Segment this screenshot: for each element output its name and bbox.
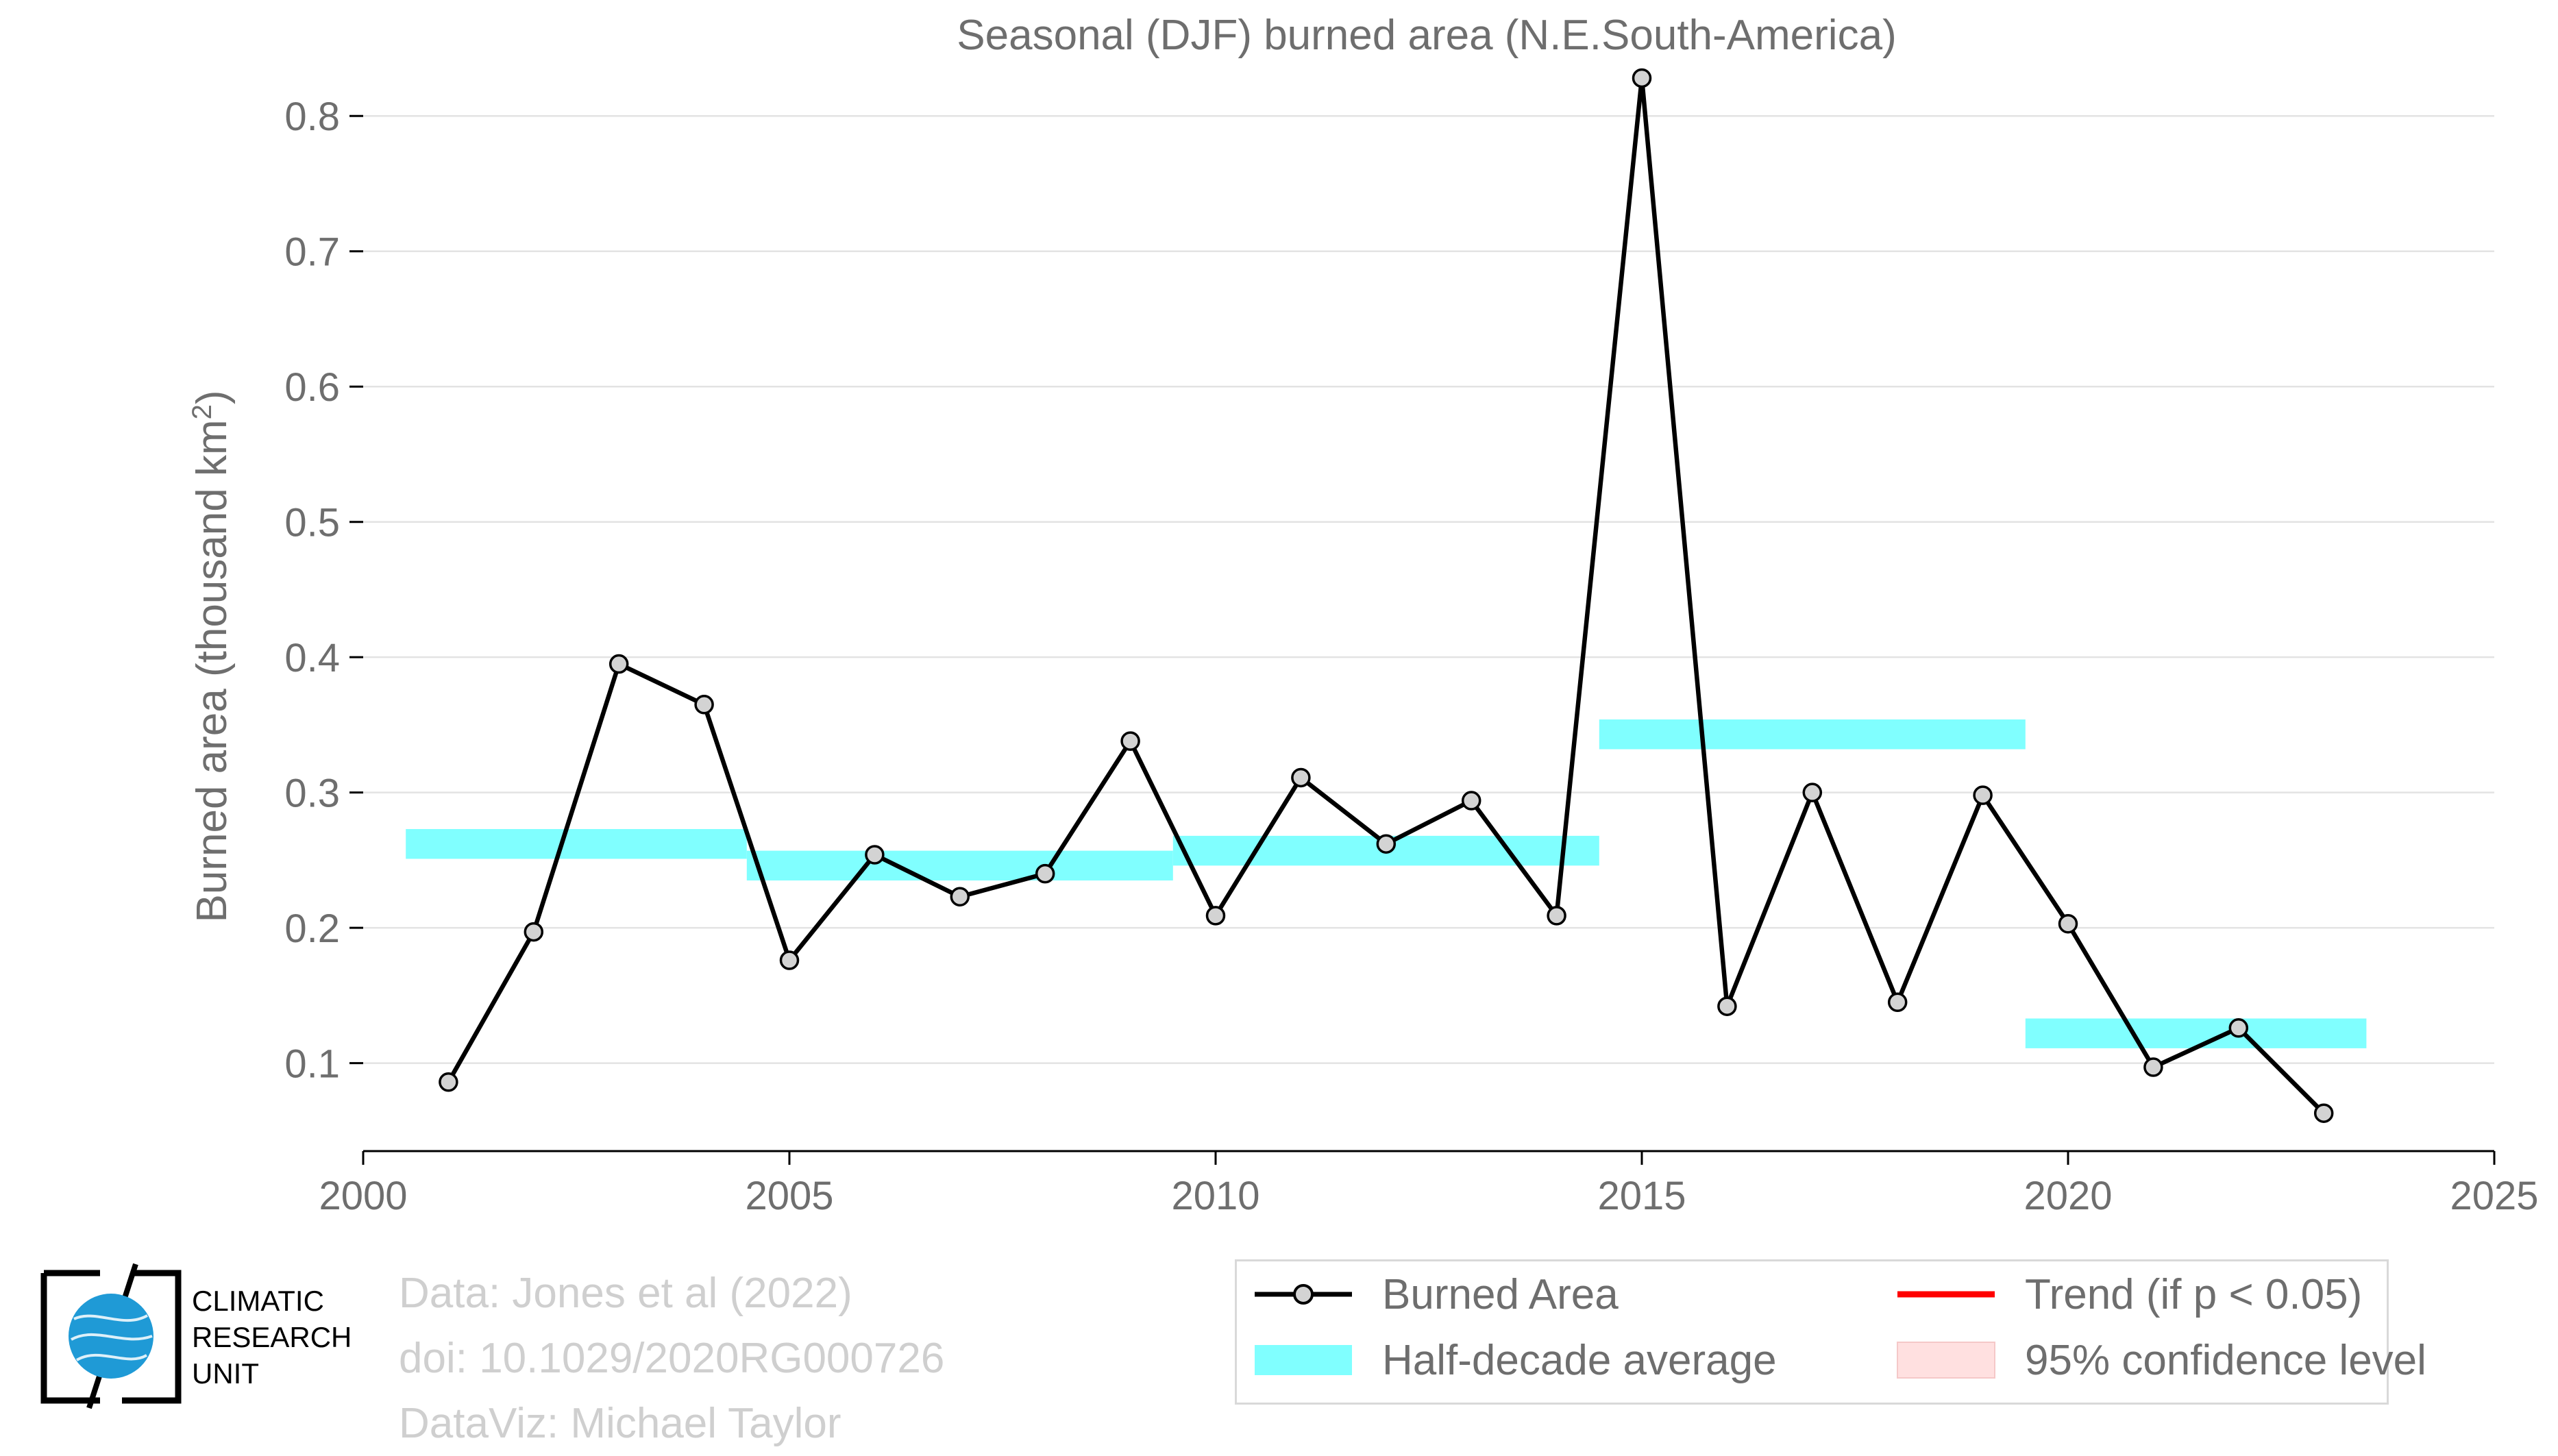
cru-logo [40,1263,182,1409]
legend-item-half-decade: Half-decade average [1252,1333,1777,1387]
burned-area-point [2143,1057,2163,1077]
y-axis-label: Burned area (thousand km2) [187,390,236,922]
logo-text-research: RESEARCH [192,1321,352,1353]
legend-swatch-burned-area [1255,1284,1352,1305]
burned-area-point [950,887,970,906]
burned-area-series [439,68,2334,1123]
burned-area-point [694,695,714,715]
burned-area-point [1461,791,1481,811]
credit-dataviz: DataViz: Michael Taylor [399,1400,841,1447]
logo-bracket-left [40,1270,100,1404]
legend-item-burned-area: Burned Area [1252,1267,1619,1322]
y-tick-label: 0.1 [284,1042,340,1087]
burned-area-point [524,922,544,942]
logo-text-climatic: CLIMATIC [192,1285,324,1317]
credit-data-source: Data: Jones et al (2022) [399,1270,852,1317]
y-tick-label: 0.2 [284,906,340,951]
burned-area-point [1376,834,1397,854]
x-tick-label: 2000 [319,1174,407,1218]
legend-item-confidence: 95% confidence level [1895,1333,2426,1387]
cru-logo-text: CLIMATIC RESEARCH UNIT [192,1283,352,1392]
burned-area-line [446,75,2326,1115]
half-decade-average-bars [406,719,2367,1048]
y-tick-label: 0.6 [284,365,340,410]
legend-swatch-half-decade [1255,1345,1352,1375]
x-tick-label: 2015 [1597,1174,1686,1218]
data-credits: Data: Jones et al (2022) doi: 10.1029/20… [399,1261,944,1456]
x-tick-label: 2005 [745,1174,833,1218]
legend-label-trend: Trend (if p < 0.05) [2025,1270,2363,1318]
half-decade-bar [2025,1018,2367,1048]
burned-area-point [1205,906,1226,926]
y-axis-label-tail: ) [188,390,236,404]
burned-area-point [2313,1103,2334,1123]
y-axis-label-superscript: 2 [187,404,217,419]
legend-item-trend: Trend (if p < 0.05) [1895,1267,2362,1322]
legend-swatch-confidence [1897,1342,1995,1379]
legend-label-burned-area: Burned Area [1382,1270,1619,1318]
y-tick-label: 0.8 [284,95,340,139]
logo-text-unit: UNIT [192,1357,259,1390]
burned-area-point [1632,68,1652,88]
grid-lines [363,114,2494,1064]
axes: 0.1 0.2 0.3 0.4 0.5 0.6 0.7 0.8 2000 2005 2010 2015… [284,95,2538,1218]
logo-bracket-right [122,1270,182,1404]
y-tick-label: 0.5 [284,501,340,545]
burned-area-point [2228,1018,2249,1038]
burned-area-point [865,845,885,865]
burned-area-point [1291,767,1311,788]
half-decade-bar [1599,719,2026,750]
burned-area-point [1973,785,1993,805]
burned-area-point [2058,913,2078,934]
globe-swirl-icon [71,1314,153,1361]
half-decade-bar [746,850,1173,881]
burned-area-point [1887,992,1908,1013]
burned-area-point [608,654,629,674]
y-tick-label: 0.3 [284,772,340,816]
y-axis-label-base: Burned area (thousand km [188,419,236,922]
y-tick-label: 0.4 [284,636,340,680]
burned-area-point [1717,996,1737,1016]
burned-area-point [779,950,800,970]
credit-doi: doi: 10.1029/2020RG000726 [399,1335,945,1382]
burned-area-point [1547,906,1566,926]
x-tick-label: 2010 [1171,1174,1259,1218]
burned-area-point [1120,731,1140,751]
legend-label-half-decade: Half-decade average [1382,1336,1777,1384]
x-tick-label: 2025 [2450,1174,2538,1218]
burned-area-point [439,1072,458,1092]
legend-label-confidence: 95% confidence level [2025,1336,2426,1384]
burned-area-point [1802,782,1823,802]
half-decade-bar [406,828,747,859]
x-tick-label: 2020 [2024,1174,2112,1218]
chart-title: Seasonal (DJF) burned area (N.E.South-Am… [957,12,1896,59]
legend: Burned Area Trend (if p < 0.05) Half-dec… [1235,1259,2426,1405]
y-tick-label: 0.7 [284,230,340,275]
legend-swatch-trend [1897,1291,1995,1298]
burned-area-point [1035,863,1055,884]
